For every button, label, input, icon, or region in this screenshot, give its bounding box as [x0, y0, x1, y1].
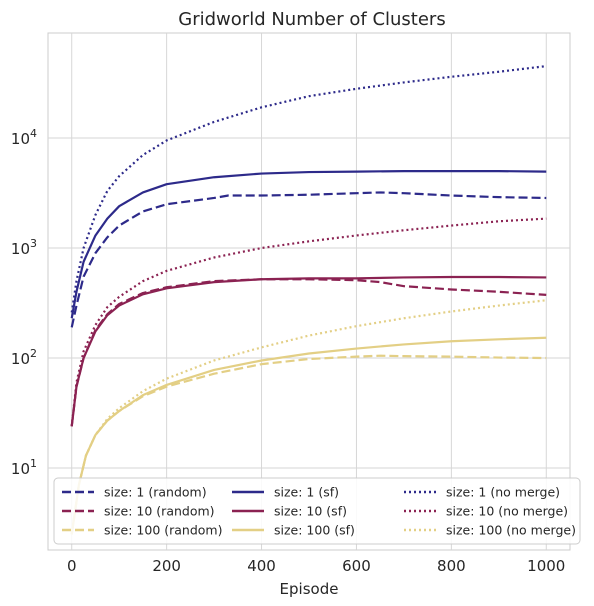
legend-label: size: 10 (no merge): [446, 504, 568, 519]
legend-label: size: 100 (random): [104, 523, 223, 538]
chart-title: Gridworld Number of Clusters: [178, 9, 445, 30]
series-line: [70, 170, 547, 319]
legend-label: size: 1 (sf): [274, 485, 339, 500]
y-tick-label: 104: [11, 127, 37, 148]
x-axis-label: Episode: [280, 580, 339, 598]
x-tick-label: 0: [67, 557, 77, 575]
plot-area: [47, 32, 571, 551]
legend-label: size: 100 (no merge): [446, 523, 576, 538]
grid-layer: [48, 33, 570, 550]
legend-label: size: 1 (no merge): [446, 485, 560, 500]
series-line: [70, 275, 547, 427]
x-tick-label: 600: [342, 557, 371, 575]
legend-label: size: 10 (random): [104, 504, 215, 519]
legend-label: size: 1 (random): [104, 485, 207, 500]
legend-label: size: 10 (sf): [274, 504, 347, 519]
x-tick-label: 400: [247, 557, 276, 575]
x-tick-label: 200: [152, 557, 181, 575]
x-tick-label: 800: [437, 557, 466, 575]
series-line: [70, 217, 547, 427]
y-tick-label: 102: [11, 347, 37, 368]
legend-frame: [53, 477, 581, 545]
y-tick-label: 101: [11, 457, 37, 478]
series-line: [70, 299, 547, 535]
series-line: [70, 65, 547, 313]
tick-layer: 0 200 400 600 800 1000 101 102 103 104: [11, 127, 565, 575]
x-tick-label: 1000: [527, 557, 565, 575]
legend-label: size: 100 (sf): [274, 523, 355, 538]
series-layer: [70, 65, 547, 535]
y-tick-label: 103: [11, 237, 37, 258]
legend: size: 1 (random) size: 10 (random) size: 1…: [53, 477, 581, 545]
series-line: [70, 191, 547, 328]
